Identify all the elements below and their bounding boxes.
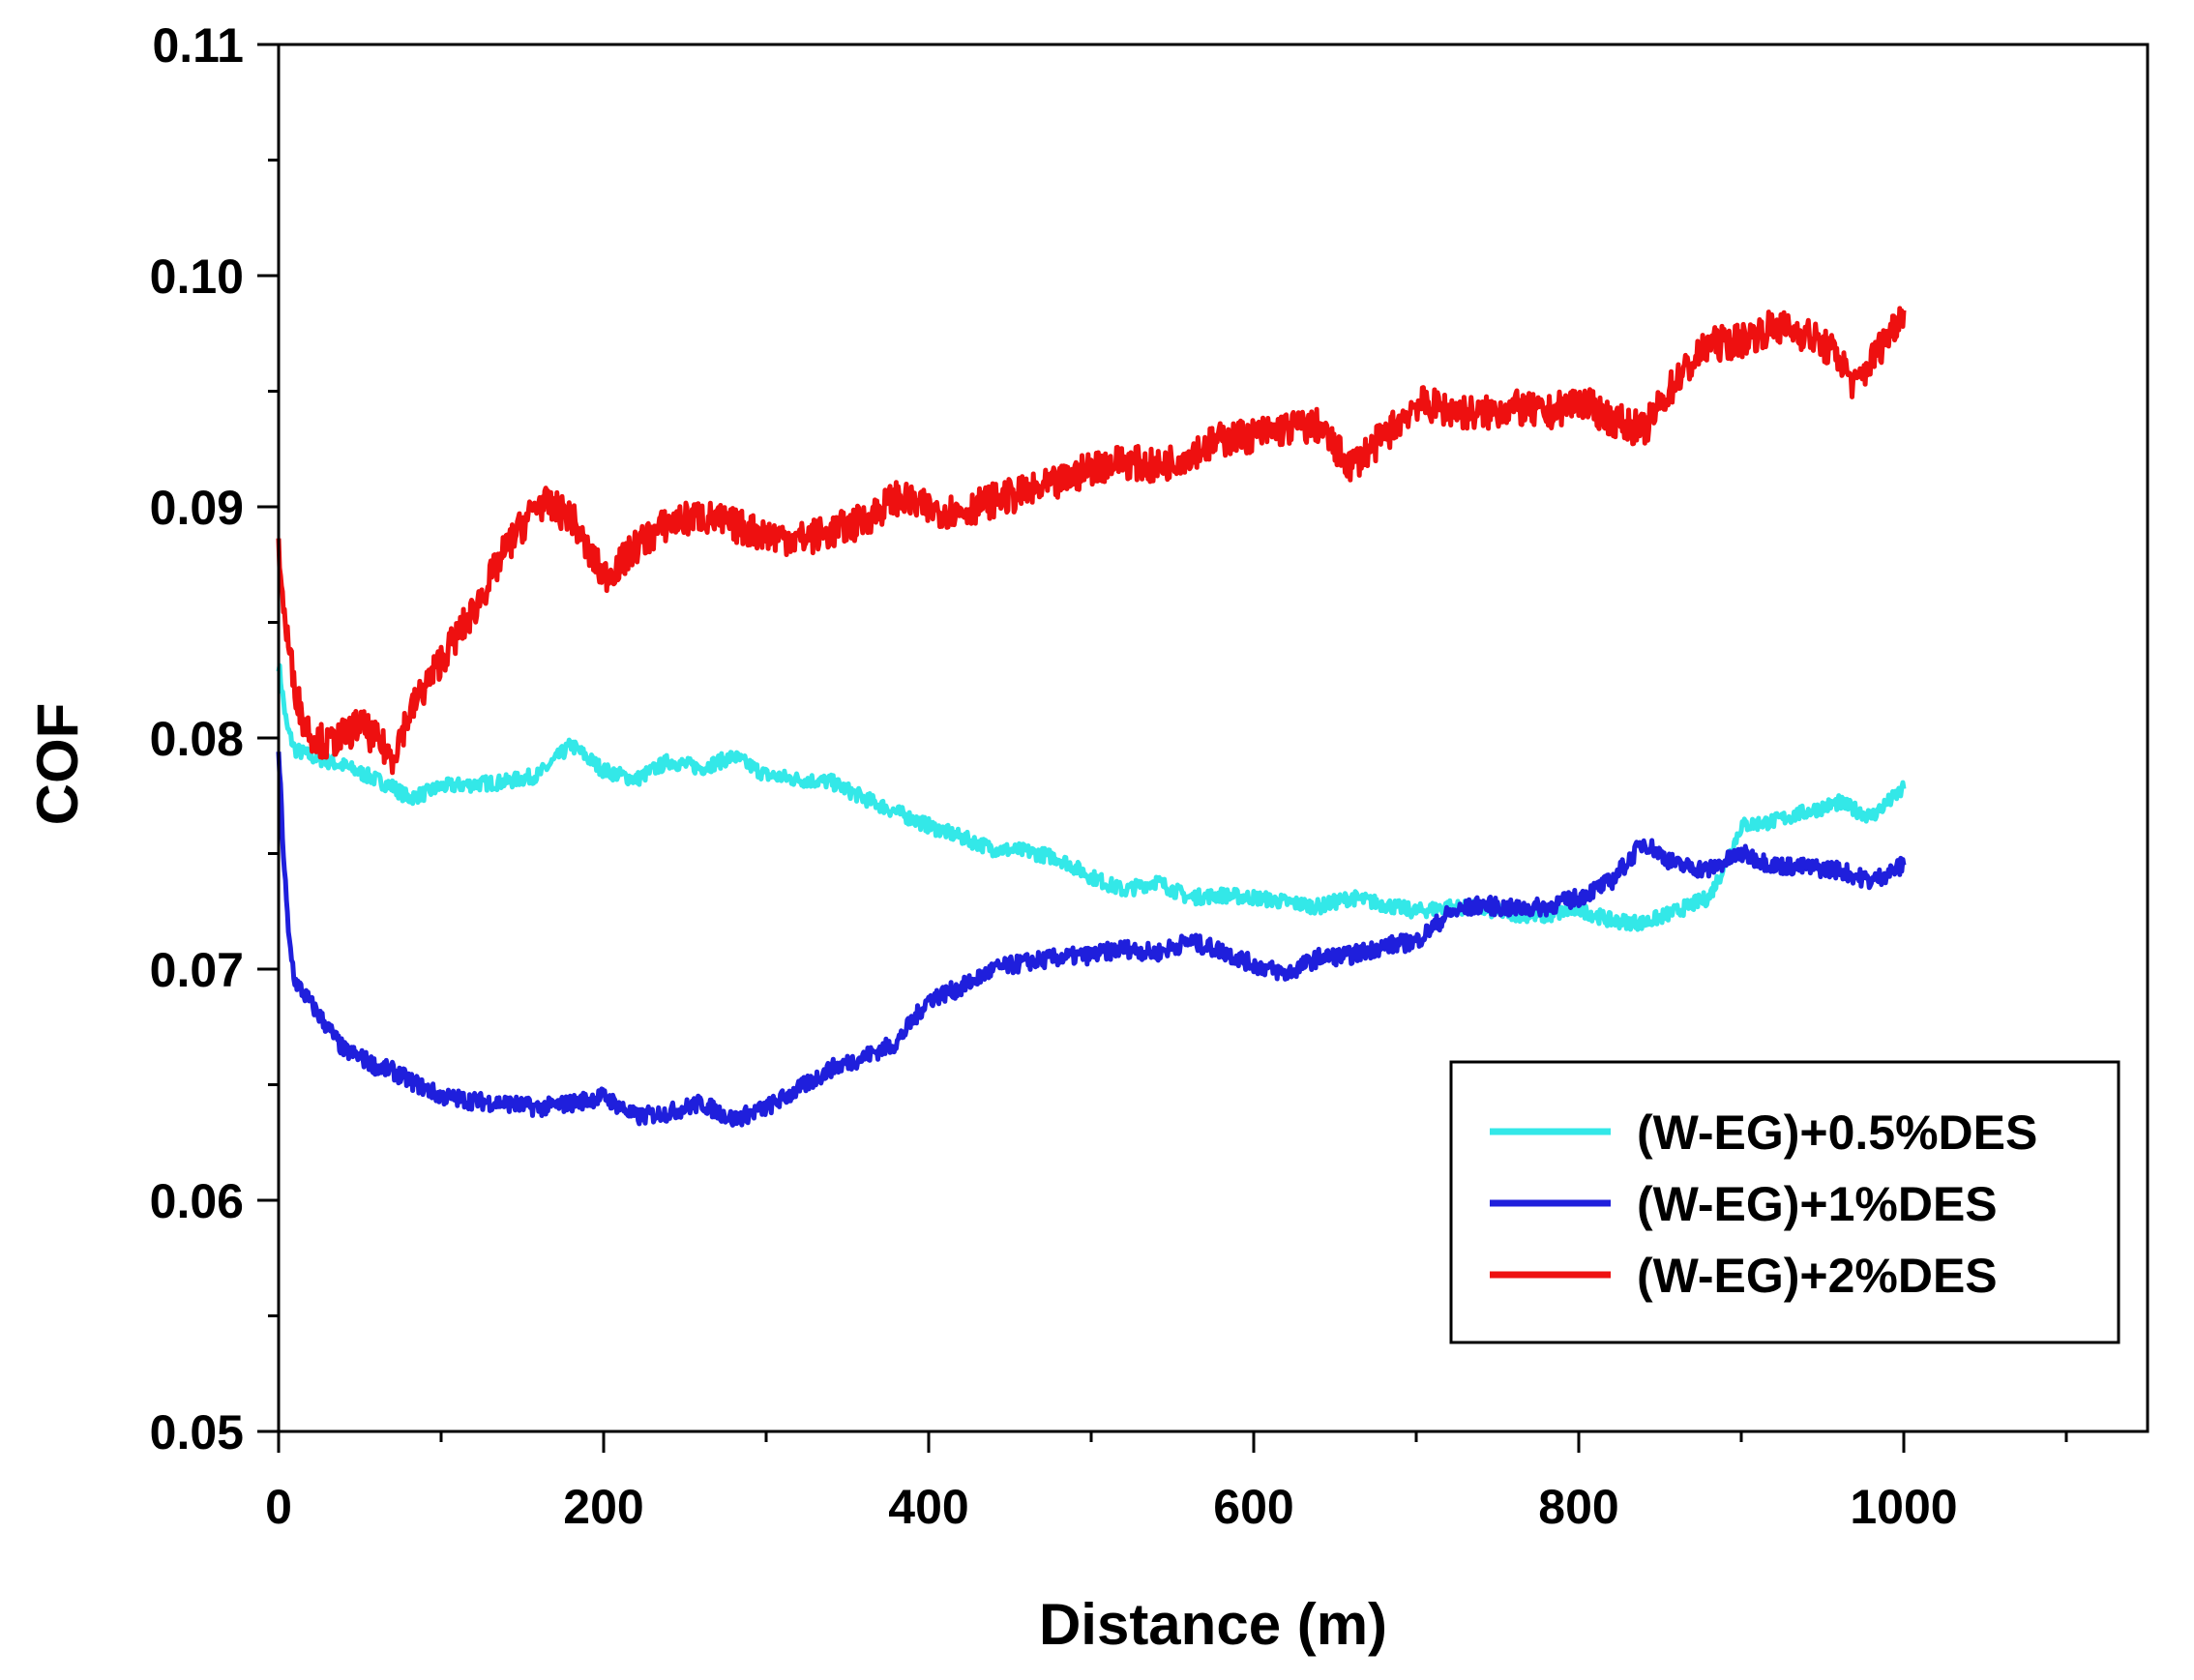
series-line-3: [276, 306, 1907, 776]
x-tick-label: 200: [563, 1480, 643, 1534]
y-tick-label: 0.10: [150, 250, 244, 304]
axes-layer: 0 200 400 600 800 1000 0.05 0.06 0.07 0.08 0.09 0.1…: [150, 18, 2150, 1534]
legend-label-3: (W-EG)+2%DES: [1637, 1249, 1998, 1303]
y-tick-label: 0.05: [150, 1405, 244, 1459]
y-axis-title: COF: [25, 703, 90, 826]
y-tick-label: 0.07: [150, 943, 244, 997]
series-line-2: [276, 752, 1907, 1128]
series-line-1: [276, 663, 1907, 932]
x-tick-label: 0: [265, 1480, 292, 1534]
x-tick-label: 800: [1538, 1480, 1618, 1534]
x-tick-label: 1000: [1850, 1480, 1957, 1534]
legend-label-1: (W-EG)+0.5%DES: [1637, 1105, 2037, 1160]
x-tick-label: 600: [1213, 1480, 1293, 1534]
y-tick-label: 0.09: [150, 481, 244, 535]
x-tick-label: 400: [888, 1480, 968, 1534]
y-tick-label: 0.11: [152, 18, 244, 73]
legend-label-2: (W-EG)+1%DES: [1637, 1177, 1998, 1231]
y-tick-label: 0.06: [150, 1174, 244, 1228]
series-layer: [276, 306, 1907, 1128]
legend: (W-EG)+0.5%DES (W-EG)+1%DES (W-EG)+2%DES: [1449, 1060, 2120, 1344]
x-axis-title: Distance (m): [1039, 1592, 1387, 1657]
y-tick-label: 0.08: [150, 712, 244, 766]
